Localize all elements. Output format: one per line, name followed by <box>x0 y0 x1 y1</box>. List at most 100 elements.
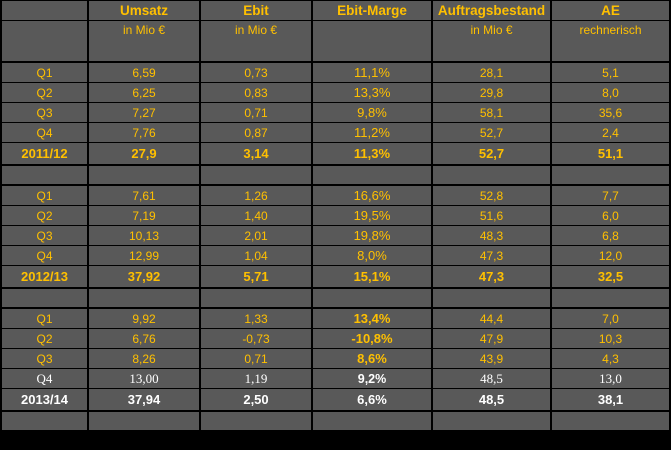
cell-ebit: 1,33 <box>199 307 313 329</box>
cell-auftragsbestand: 51,6 <box>431 205 552 226</box>
cell-auftragsbestand: 52,7 <box>431 122 552 143</box>
cell-umsatz: 7,76 <box>87 122 201 143</box>
row-2013-14-q4: Q4 13,00 1,19 9,2% 48,5 13,0 <box>0 368 671 389</box>
col-header-umsatz: Umsatz <box>87 0 201 21</box>
cell-auftragsbestand: 48,3 <box>431 225 552 246</box>
row-2011-12-q3: Q3 7,27 0,71 9,8% 58,1 35,6 <box>0 102 671 123</box>
col-header-ebit-marge: Ebit-Marge <box>311 0 433 21</box>
row-2011-12-total: 2011/12 27,9 3,14 11,3% 52,7 51,1 <box>0 142 671 166</box>
cell-ae: 35,6 <box>550 102 671 123</box>
cell-umsatz: 37,94 <box>87 388 201 412</box>
row-2013-14-q3: Q3 8,26 0,71 8,6% 43,9 4,3 <box>0 348 671 369</box>
col-header-ae: AE <box>550 0 671 21</box>
cell-umsatz: 27,9 <box>87 142 201 166</box>
cell-label: Q4 <box>0 245 89 266</box>
cell-auftragsbestand: 58,1 <box>431 102 552 123</box>
cell-label: 2012/13 <box>0 265 89 289</box>
cell-ebit-marge: 8,0% <box>311 245 433 266</box>
cell-ebit-marge: 11,2% <box>311 122 433 143</box>
subheader-ebit-unit: in Mio € <box>199 20 313 63</box>
cell-label: Q3 <box>0 348 89 369</box>
cell-label: Q1 <box>0 184 89 206</box>
cell-label: Q2 <box>0 82 89 103</box>
cell-label: Q2 <box>0 328 89 349</box>
cell-label: Q1 <box>0 307 89 329</box>
col-header-ebit: Ebit <box>199 0 313 21</box>
cell-auftragsbestand: 47,9 <box>431 328 552 349</box>
cell-umsatz: 37,92 <box>87 265 201 289</box>
cell-auftragsbestand: 47,3 <box>431 265 552 289</box>
cell-ae: 6,8 <box>550 225 671 246</box>
cell-ebit: 5,71 <box>199 265 313 289</box>
cell-ae: 13,0 <box>550 368 671 389</box>
cell-ae: 7,0 <box>550 307 671 329</box>
cell-label: Q4 <box>0 368 89 389</box>
row-2012-13-q4: Q4 12,99 1,04 8,0% 47,3 12,0 <box>0 245 671 266</box>
cell-ebit: 3,14 <box>199 142 313 166</box>
cell-umsatz: 6,59 <box>87 61 201 83</box>
cell-label: Q2 <box>0 205 89 226</box>
cell-ebit-marge: 9,2% <box>311 368 433 389</box>
cell-ebit-marge: 16,6% <box>311 184 433 206</box>
row-2012-13-total: 2012/13 37,92 5,71 15,1% 47,3 32,5 <box>0 265 671 289</box>
cell-auftragsbestand: 29,8 <box>431 82 552 103</box>
subheader-row: in Mio € in Mio € in Mio € rechnerisch <box>0 20 671 63</box>
cell-ae: 5,1 <box>550 61 671 83</box>
cell-ebit-marge: 8,6% <box>311 348 433 369</box>
cell-ebit-marge: -10,8% <box>311 328 433 349</box>
row-2013-14-total: 2013/14 37,94 2,50 6,6% 48,5 38,1 <box>0 388 671 412</box>
cell-ebit-marge: 11,1% <box>311 61 433 83</box>
cell-label: Q4 <box>0 122 89 143</box>
subheader-auftragsbestand-unit: in Mio € <box>431 20 552 63</box>
cell-ebit: 0,71 <box>199 348 313 369</box>
row-2012-13-q3: Q3 10,13 2,01 19,8% 48,3 6,8 <box>0 225 671 246</box>
row-2012-13-q1: Q1 7,61 1,26 16,6% 52,8 7,7 <box>0 184 671 206</box>
cell-ebit-marge: 15,1% <box>311 265 433 289</box>
cell-umsatz: 6,76 <box>87 328 201 349</box>
cell-ae: 4,3 <box>550 348 671 369</box>
cell-ebit: 1,26 <box>199 184 313 206</box>
cell-auftragsbestand: 28,1 <box>431 61 552 83</box>
cell-ebit: 1,40 <box>199 205 313 226</box>
row-2011-12-q2: Q2 6,25 0,83 13,3% 29,8 8,0 <box>0 82 671 103</box>
cell-umsatz: 7,61 <box>87 184 201 206</box>
cell-ebit: 0,83 <box>199 82 313 103</box>
col-header-auftragsbestand: Auftragsbestand <box>431 0 552 21</box>
cell-label: Q3 <box>0 225 89 246</box>
row-2011-12-q4: Q4 7,76 0,87 11,2% 52,7 2,4 <box>0 122 671 143</box>
cell-ebit-marge: 9,8% <box>311 102 433 123</box>
cell-ae: 7,7 <box>550 184 671 206</box>
cell-ebit: 0,71 <box>199 102 313 123</box>
cell-auftragsbestand: 48,5 <box>431 368 552 389</box>
cell-auftragsbestand: 52,7 <box>431 142 552 166</box>
subheader-ae-unit: rechnerisch <box>550 20 671 63</box>
subheader-umsatz-unit: in Mio € <box>87 20 201 63</box>
cell-label: 2013/14 <box>0 388 89 412</box>
cell-label: Q1 <box>0 61 89 83</box>
cell-ae: 51,1 <box>550 142 671 166</box>
cell-ebit: -0,73 <box>199 328 313 349</box>
cell-auftragsbestand: 48,5 <box>431 388 552 412</box>
cell-umsatz: 9,92 <box>87 307 201 329</box>
cell-ebit: 2,01 <box>199 225 313 246</box>
cell-umsatz: 10,13 <box>87 225 201 246</box>
cell-ebit: 0,73 <box>199 61 313 83</box>
cell-ebit: 0,87 <box>199 122 313 143</box>
cell-ebit: 1,19 <box>199 368 313 389</box>
separator-row <box>0 410 671 432</box>
cell-ebit-marge: 19,8% <box>311 225 433 246</box>
cell-ae: 32,5 <box>550 265 671 289</box>
cell-ebit-marge: 19,5% <box>311 205 433 226</box>
cell-label: Q3 <box>0 102 89 123</box>
cell-ae: 8,0 <box>550 82 671 103</box>
cell-auftragsbestand: 43,9 <box>431 348 552 369</box>
cell-ae: 12,0 <box>550 245 671 266</box>
cell-ebit-marge: 13,4% <box>311 307 433 329</box>
cell-umsatz: 8,26 <box>87 348 201 369</box>
cell-umsatz: 7,27 <box>87 102 201 123</box>
separator-row <box>0 287 671 309</box>
row-2011-12-q1: Q1 6,59 0,73 11,1% 28,1 5,1 <box>0 61 671 83</box>
row-2012-13-q2: Q2 7,19 1,40 19,5% 51,6 6,0 <box>0 205 671 226</box>
row-2013-14-q1: Q1 9,92 1,33 13,4% 44,4 7,0 <box>0 307 671 329</box>
cell-umsatz: 6,25 <box>87 82 201 103</box>
